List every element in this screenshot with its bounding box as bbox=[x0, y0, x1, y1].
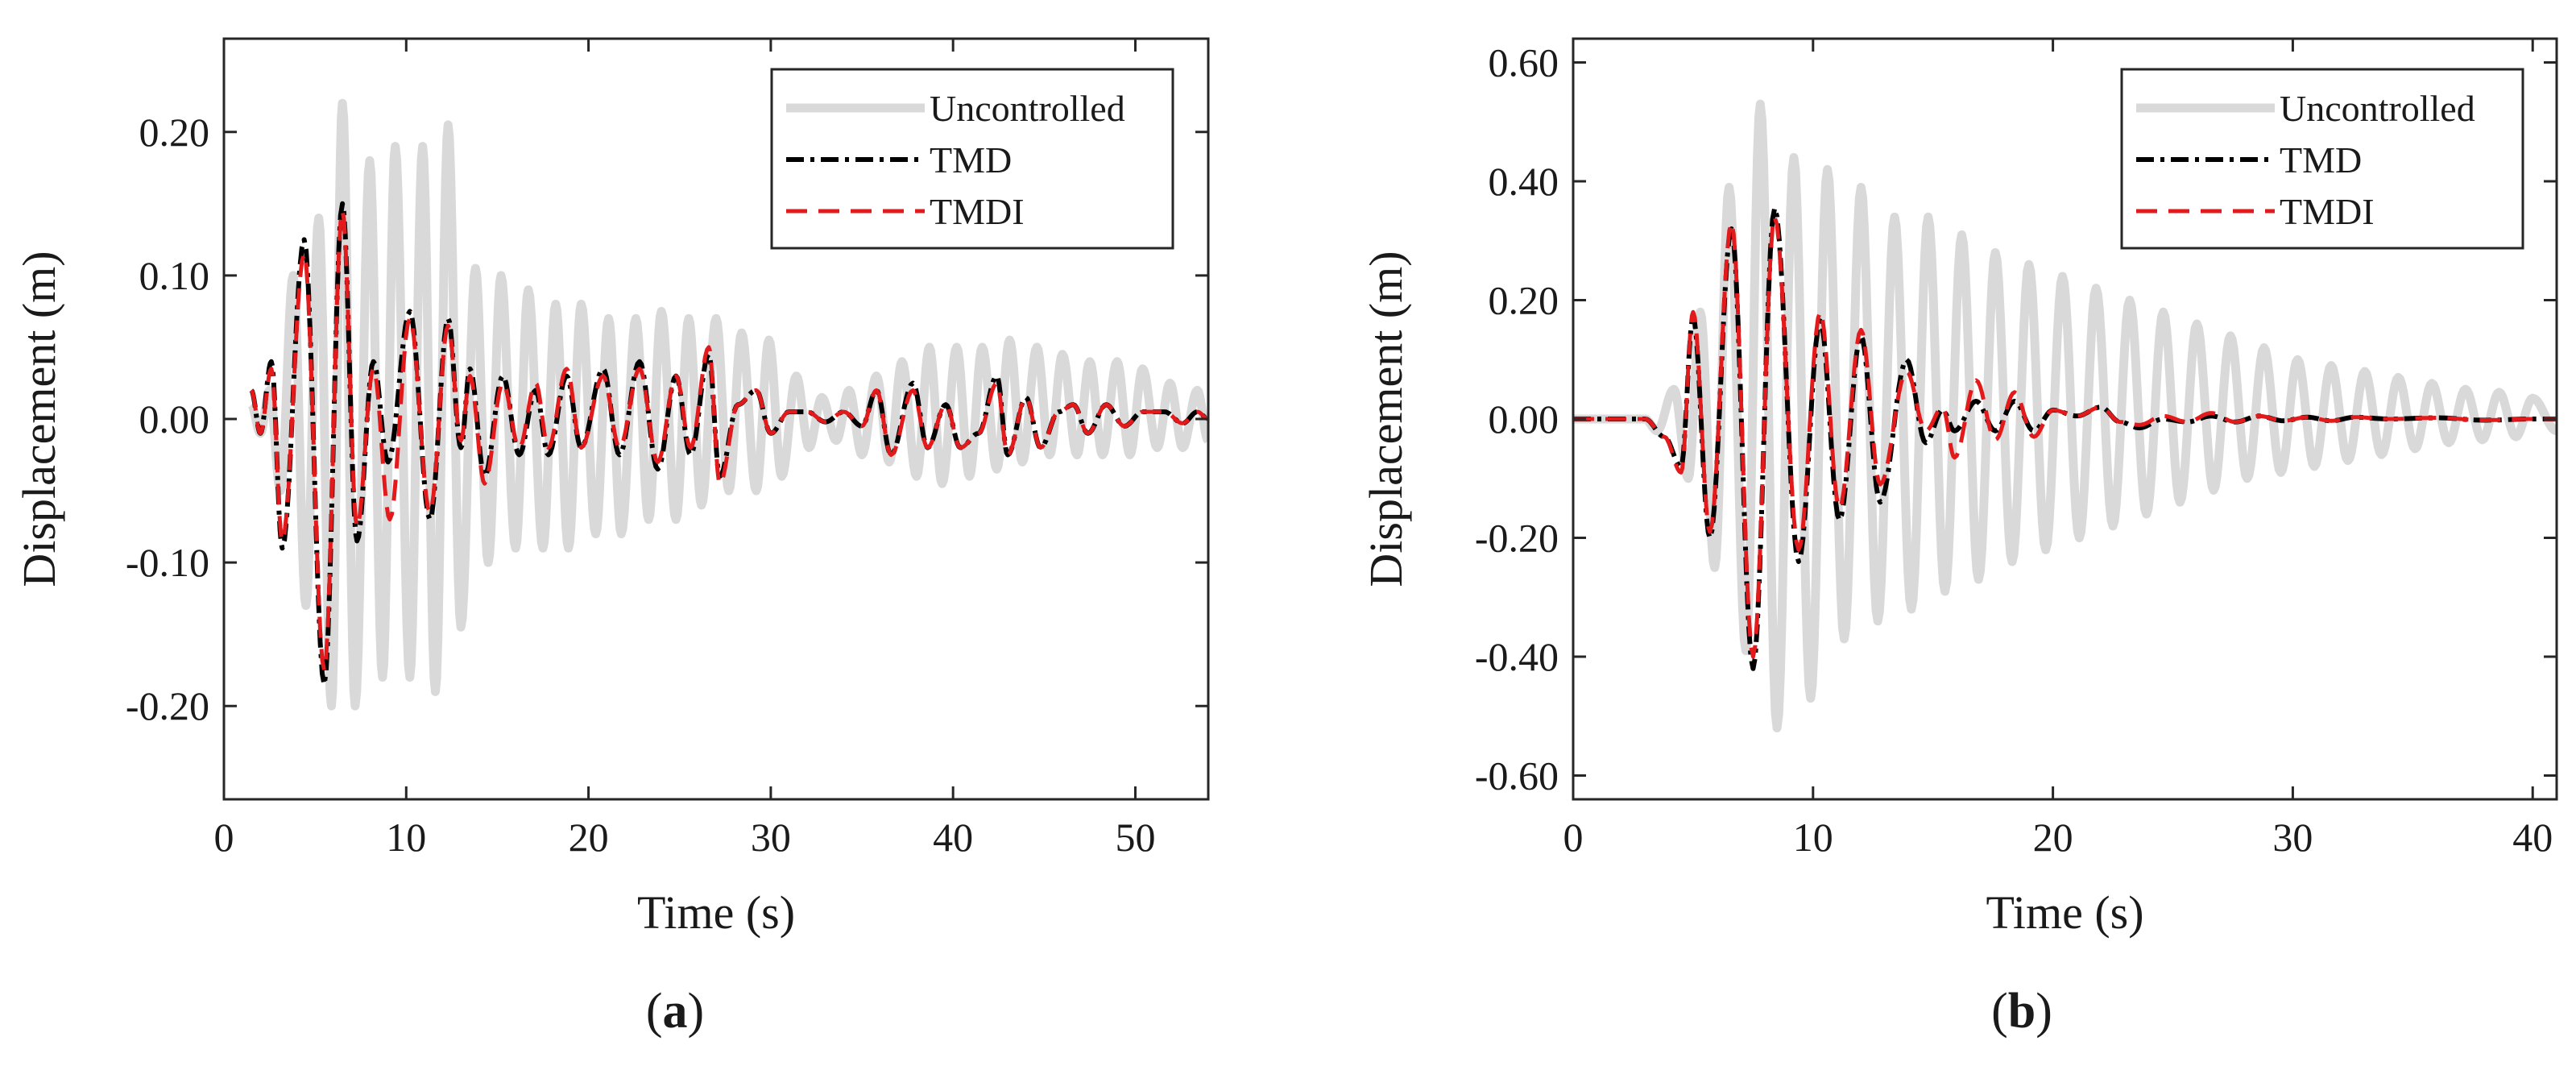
y-tick-label: -0.10 bbox=[126, 540, 209, 585]
series-line-uncontrolled bbox=[247, 98, 1208, 711]
legend: Uncontrolled TMD TMDI bbox=[2120, 68, 2524, 250]
y-tick-label: 0.00 bbox=[139, 396, 210, 442]
y-tick-label: -0.20 bbox=[126, 683, 209, 728]
x-tick-label: 20 bbox=[569, 815, 609, 860]
y-tick-label: 0.10 bbox=[139, 253, 210, 298]
legend: Uncontrolled TMD TMDI bbox=[770, 68, 1174, 250]
series-line-uncontrolled bbox=[1573, 99, 2557, 732]
panel-label: (b) bbox=[1991, 984, 2052, 1039]
legend-label-uncontrolled: Uncontrolled bbox=[930, 88, 1125, 129]
plot-lines bbox=[1573, 99, 2557, 732]
y-axis-label: Displacement (m) bbox=[13, 251, 65, 587]
series-line-tmdi bbox=[250, 209, 1208, 673]
x-tick-label: 30 bbox=[751, 815, 791, 860]
y-tick-label: 0.00 bbox=[1489, 396, 1559, 442]
x-tick-label: 0 bbox=[214, 815, 234, 860]
plot-lines bbox=[247, 98, 1208, 711]
panel-b: 0 10 20 30 40 0.60 0.40 0.20 0.00 -0.20 -0.40 -0.60… bbox=[1360, 37, 2558, 1039]
legend-label-tmdi: TMDI bbox=[930, 191, 1025, 232]
y-tick-label: -0.40 bbox=[1475, 634, 1559, 679]
legend-label-tmd: TMD bbox=[2280, 139, 2362, 180]
x-tick-label: 40 bbox=[2512, 815, 2553, 860]
x-tick-label: 0 bbox=[1563, 815, 1584, 860]
x-tick-label: 40 bbox=[933, 815, 973, 860]
legend-label-tmd: TMD bbox=[930, 139, 1012, 180]
y-tick-label: 0.20 bbox=[139, 110, 210, 155]
legend-label-tmdi: TMDI bbox=[2280, 191, 2375, 232]
x-tick-label: 10 bbox=[386, 815, 426, 860]
series-line-tmdi bbox=[1573, 214, 2557, 659]
y-tick-label: 0.40 bbox=[1489, 159, 1559, 204]
y-tick-label: -0.20 bbox=[1475, 516, 1559, 561]
panel-letter: a bbox=[663, 984, 688, 1039]
panel-letter: b bbox=[2008, 984, 2036, 1039]
x-tick-label: 20 bbox=[2033, 815, 2073, 860]
x-axis-label: Time (s) bbox=[1986, 886, 2143, 939]
legend-label-uncontrolled: Uncontrolled bbox=[2280, 88, 2475, 129]
panel-a: 0 10 20 30 40 50 0.20 0.10 0.00 -0.10 -0.20 Time (s… bbox=[13, 37, 1210, 1039]
x-tick-label: 30 bbox=[2272, 815, 2313, 860]
x-tick-label: 50 bbox=[1115, 815, 1155, 860]
panel-label: (a) bbox=[646, 984, 704, 1039]
y-tick-label: 0.20 bbox=[1489, 278, 1559, 323]
x-axis-label: Time (s) bbox=[637, 886, 795, 939]
y-axis-label: Displacement (m) bbox=[1360, 251, 1412, 587]
x-tick-label: 10 bbox=[1793, 815, 1833, 860]
y-tick-label: 0.60 bbox=[1489, 40, 1559, 85]
y-tick-label: -0.60 bbox=[1475, 753, 1559, 798]
